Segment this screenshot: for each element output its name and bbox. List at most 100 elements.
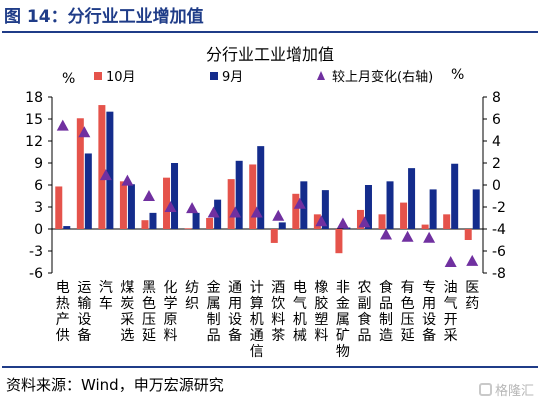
bar-oct bbox=[55, 186, 63, 229]
right-tick-label: 8 bbox=[492, 90, 501, 106]
bar-sep bbox=[84, 153, 92, 229]
bar-sep bbox=[386, 181, 394, 229]
bar-sep bbox=[149, 212, 157, 229]
bar-sep bbox=[192, 212, 200, 229]
bar-oct bbox=[443, 214, 451, 229]
bar-oct bbox=[270, 229, 278, 243]
bar-oct bbox=[378, 214, 386, 229]
right-tick-label: -2 bbox=[492, 200, 506, 216]
legend-label-oct: 10月 bbox=[106, 70, 136, 85]
watermark-text: 格隆汇 bbox=[494, 384, 534, 399]
left-tick-label: 6 bbox=[34, 178, 43, 194]
right-tick-label: -4 bbox=[492, 222, 506, 238]
category-label: 酒饮料茶 bbox=[271, 280, 285, 344]
bar-oct bbox=[184, 228, 192, 230]
watermark: 格隆汇 bbox=[478, 380, 534, 399]
bar-oct bbox=[76, 118, 84, 229]
change-marker bbox=[164, 201, 177, 212]
left-tick-label: 18 bbox=[25, 90, 43, 106]
category-label: 非金属矿物 bbox=[336, 280, 350, 360]
bar-oct bbox=[163, 177, 171, 229]
category-label: 食品制造 bbox=[379, 279, 393, 344]
change-marker bbox=[99, 169, 112, 181]
change-marker bbox=[401, 230, 414, 242]
category-label: 农副食品 bbox=[357, 280, 371, 344]
left-tick-label: -3 bbox=[29, 244, 43, 260]
legend: 10月 9月 较上月变化(右轴) bbox=[94, 69, 433, 85]
category-label: 有色压延 bbox=[401, 280, 415, 344]
change-marker bbox=[444, 256, 457, 267]
category-label: 化学原料 bbox=[164, 280, 178, 344]
bar-sep bbox=[429, 189, 437, 229]
bar-sep bbox=[472, 189, 480, 229]
bar-oct bbox=[356, 209, 364, 229]
change-marker bbox=[186, 202, 199, 214]
bar-oct bbox=[335, 229, 343, 254]
category-label: 电热产供 bbox=[56, 280, 70, 344]
bar-sep bbox=[278, 222, 286, 229]
right-tick-label: 4 bbox=[492, 134, 501, 150]
change-marker bbox=[466, 254, 479, 266]
change-marker bbox=[207, 206, 220, 218]
category-label: 橡胶塑料 bbox=[314, 280, 328, 344]
right-tick-label: -6 bbox=[492, 244, 506, 260]
category-label: 专用设备 bbox=[422, 280, 436, 344]
change-marker bbox=[380, 228, 393, 240]
category-label: 医药 bbox=[465, 280, 479, 312]
category-label: 汽车 bbox=[99, 280, 113, 312]
category-label: 黑色压延 bbox=[142, 280, 156, 344]
bar-sep bbox=[106, 111, 114, 229]
right-tick-label: 0 bbox=[492, 178, 501, 194]
left-tick-label: 3 bbox=[34, 200, 43, 216]
change-marker bbox=[121, 174, 134, 186]
left-axis-unit: % bbox=[62, 71, 75, 87]
left-tick-label: 12 bbox=[25, 134, 43, 150]
category-label: 纺织 bbox=[185, 280, 199, 312]
left-tick-label: -6 bbox=[29, 266, 43, 282]
category-label: 油气开采 bbox=[444, 280, 458, 344]
bar-oct bbox=[227, 179, 235, 229]
right-tick-label: -8 bbox=[492, 266, 506, 282]
category-label: 通用设备 bbox=[228, 280, 242, 344]
bar-oct bbox=[292, 193, 300, 229]
bar-oct bbox=[206, 218, 214, 229]
bar-oct bbox=[141, 220, 149, 229]
bar-oct bbox=[119, 181, 127, 229]
chart-title: 分行业工业增加值 bbox=[206, 45, 334, 64]
bar-sep bbox=[408, 168, 416, 229]
bar-sep bbox=[451, 163, 459, 229]
bar-sep bbox=[171, 163, 179, 229]
left-tick-label: 9 bbox=[34, 156, 43, 172]
figure-title: 图 14：分行业工业增加值 bbox=[4, 7, 204, 27]
plot-area: 18 15 12 9 6 3 0 -3 -6 8 6 4 2 0 -2 -4 -6 -8 电热产供运输设备汽车煤炭采… bbox=[25, 90, 506, 360]
right-tick-label: 6 bbox=[492, 112, 501, 128]
watermark-logo-icon bbox=[478, 383, 492, 396]
change-marker bbox=[336, 217, 349, 229]
title-divider bbox=[2, 31, 538, 33]
change-marker bbox=[423, 231, 436, 243]
bar-sep bbox=[321, 190, 329, 229]
category-label: 运输设备 bbox=[77, 280, 91, 344]
bar-sep bbox=[364, 185, 372, 229]
change-marker bbox=[142, 190, 155, 201]
legend-swatch-sep bbox=[210, 72, 218, 80]
right-tick-label: 2 bbox=[492, 156, 501, 172]
change-marker bbox=[78, 126, 91, 138]
change-marker bbox=[315, 215, 328, 227]
bar-sep bbox=[257, 146, 265, 229]
footer-divider bbox=[2, 366, 538, 368]
bar-sep bbox=[127, 184, 135, 229]
legend-swatch-oct bbox=[94, 72, 102, 80]
change-marker bbox=[229, 206, 242, 218]
bar-oct bbox=[313, 214, 321, 229]
bar-oct bbox=[98, 105, 106, 229]
bar-oct bbox=[421, 224, 429, 229]
bar-sep bbox=[63, 226, 71, 229]
legend-label-change: 较上月变化(右轴) bbox=[332, 69, 433, 85]
legend-label-sep: 9月 bbox=[222, 70, 243, 85]
category-label: 金属制品 bbox=[207, 280, 221, 344]
change-marker bbox=[56, 119, 69, 131]
change-marker bbox=[358, 216, 371, 228]
